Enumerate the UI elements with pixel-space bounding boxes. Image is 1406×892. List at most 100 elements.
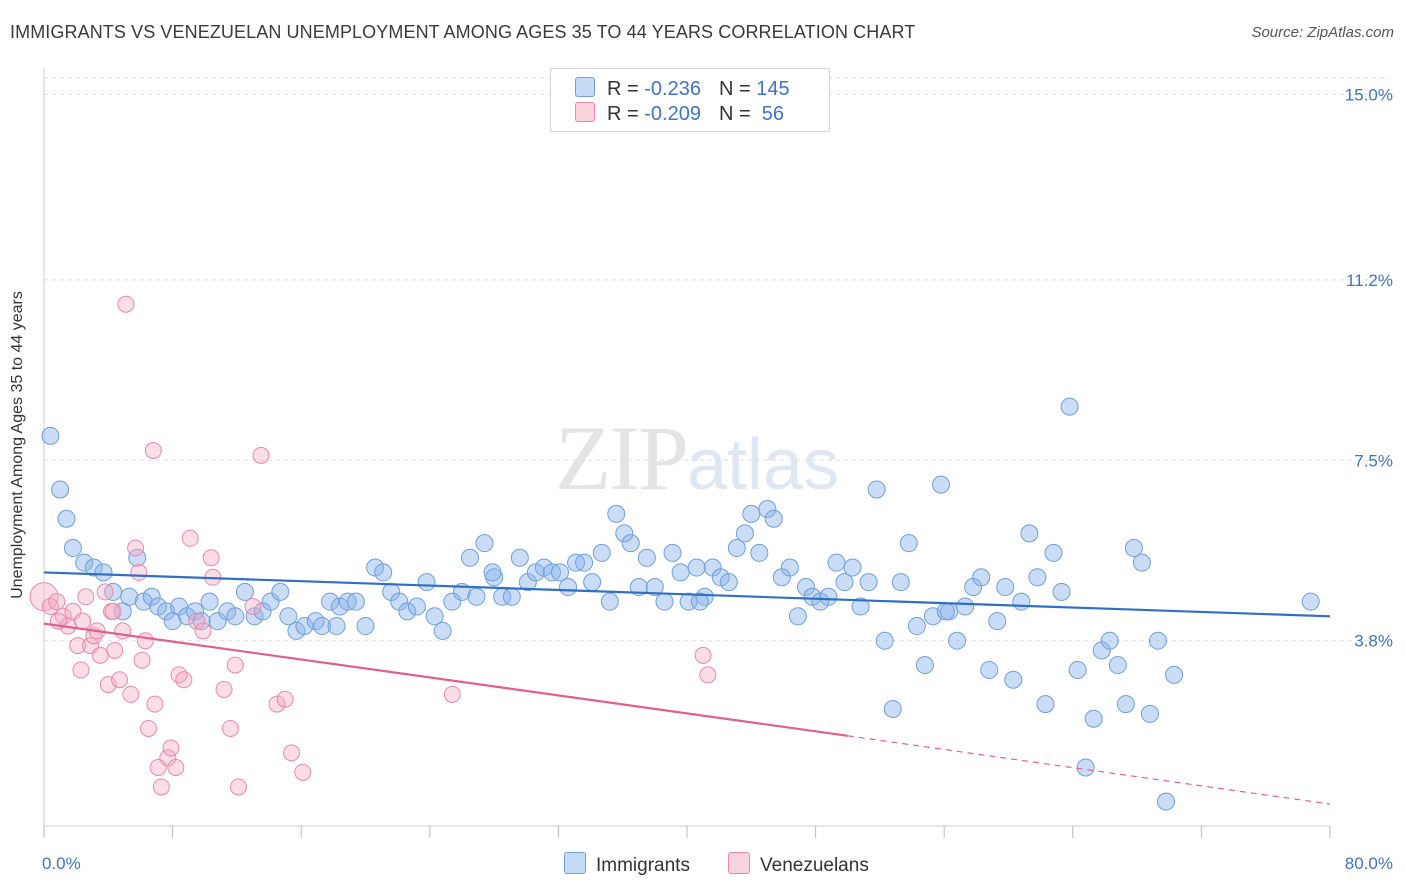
venezuelans-point — [106, 641, 124, 659]
y-tick-label: 7.5% — [1354, 451, 1393, 470]
immigrants-point — [433, 621, 452, 640]
immigrants-point — [235, 582, 254, 601]
immigrants-point — [321, 592, 340, 611]
immigrants-point — [261, 592, 280, 611]
legend-n-label: N = — [718, 78, 757, 100]
immigrants-point — [41, 426, 60, 445]
immigrants-point — [583, 573, 602, 592]
venezuelans-point — [69, 637, 87, 655]
immigrants-point — [671, 563, 690, 582]
venezuelans-label: Venezuelans — [760, 855, 869, 876]
venezuelans-point — [215, 680, 233, 698]
legend-item-venezuelans: Venezuelans — [728, 852, 869, 877]
source-label: Source: ZipAtlas.com — [1251, 24, 1394, 41]
immigrants-point — [750, 543, 769, 562]
immigrants-point — [510, 548, 529, 567]
chart-title: IMMIGRANTS VS VENEZUELAN UNEMPLOYMENT AM… — [10, 22, 916, 42]
venezuelans-point — [694, 646, 712, 664]
venezuelans-point — [117, 295, 135, 313]
immigrants-point — [475, 534, 494, 553]
immigrants-point — [1076, 758, 1095, 777]
immigrants-point — [279, 607, 298, 626]
immigrants-point — [600, 592, 619, 611]
venezuelans-trend-line — [43, 622, 848, 737]
immigrants-point — [63, 539, 82, 558]
legend-n-value: 56 — [756, 103, 785, 125]
immigrants-point — [621, 534, 640, 553]
immigrants-point — [695, 587, 714, 606]
immigrants-point — [142, 587, 161, 606]
venezuelans-points — [29, 295, 717, 796]
venezuelans-point — [96, 583, 114, 601]
immigrants-point — [467, 587, 486, 606]
immigrants-point — [1028, 568, 1047, 587]
venezuelans-point — [48, 593, 66, 611]
immigrants-point — [607, 504, 626, 523]
immigrants-point — [575, 553, 594, 572]
tick-labels: 3.8% 7.5% 11.2% 15.0% 0.0% 80.0% — [42, 86, 1393, 873]
venezuelans-point — [699, 666, 717, 684]
legend-r-label: R = — [607, 103, 645, 125]
immigrants-point — [75, 553, 94, 572]
correlation-legend: R = -0.236 N = 145 R = -0.209 N = 56 — [550, 68, 830, 132]
legend-row-venezuelans: R = -0.209 N = 56 — [575, 102, 784, 126]
immigrants-point — [758, 500, 777, 519]
venezuelans-point — [283, 744, 301, 762]
immigrants-point — [425, 607, 444, 626]
immigrants-point — [899, 534, 918, 553]
venezuelans-point — [175, 671, 193, 689]
immigrants-point — [637, 548, 656, 567]
immigrants-point — [936, 602, 955, 621]
immigrants-point — [483, 563, 502, 582]
venezuelans-point — [188, 612, 206, 630]
immigrants-point — [851, 597, 870, 616]
immigrants-point — [1165, 665, 1184, 684]
watermark-atlas: atlas — [687, 425, 840, 505]
immigrants-point — [764, 509, 783, 528]
venezuelans-trend-extension — [847, 735, 1331, 805]
immigrants-point — [1044, 543, 1063, 562]
immigrants-point — [295, 617, 314, 636]
immigrants-point — [1036, 695, 1055, 714]
immigrants-point — [346, 592, 365, 611]
immigrants-point — [727, 539, 746, 558]
immigrants-point — [417, 573, 436, 592]
immigrants-point — [327, 617, 346, 636]
immigrants-point — [1301, 592, 1320, 611]
y-tick-label: 11.2% — [1346, 271, 1393, 290]
legend-row-immigrants: R = -0.236 N = 145 — [575, 77, 790, 101]
immigrants-point — [780, 558, 799, 577]
immigrants-point — [200, 592, 219, 611]
immigrants-point — [1012, 592, 1031, 611]
immigrants-point — [843, 558, 862, 577]
immigrants-point — [443, 592, 462, 611]
venezuelans-point — [144, 442, 162, 459]
venezuelans-point — [221, 719, 239, 737]
immigrants-point — [398, 602, 417, 621]
legend-r-value: -0.209 — [644, 103, 701, 125]
immigrants-points — [41, 397, 1320, 811]
venezuelans-point — [276, 690, 294, 708]
immigrants-point — [645, 578, 664, 597]
immigrants-point — [1140, 704, 1159, 723]
immigrants-label: Immigrants — [596, 855, 690, 876]
venezuelans-point — [294, 763, 312, 781]
venezuelans-swatch — [728, 852, 750, 874]
immigrants-point — [956, 597, 975, 616]
legend-swatch-immigrants — [575, 77, 595, 97]
immigrants-point — [51, 480, 70, 499]
immigrants-point — [1108, 656, 1127, 675]
x-tick-label: 80.0% — [1345, 854, 1393, 873]
immigrants-point — [629, 578, 648, 597]
venezuelans-point — [146, 695, 164, 713]
immigrants-point — [931, 475, 950, 494]
immigrants-point — [988, 612, 1007, 631]
immigrants-point — [1060, 397, 1079, 416]
immigrants-point — [1116, 695, 1135, 714]
venezuelans-point — [104, 602, 122, 620]
venezuelans-point — [54, 607, 72, 625]
legend-item-immigrants: Immigrants — [564, 852, 690, 877]
immigrants-point — [859, 573, 878, 592]
immigrants-point — [835, 573, 854, 592]
immigrants-point — [1124, 539, 1143, 558]
